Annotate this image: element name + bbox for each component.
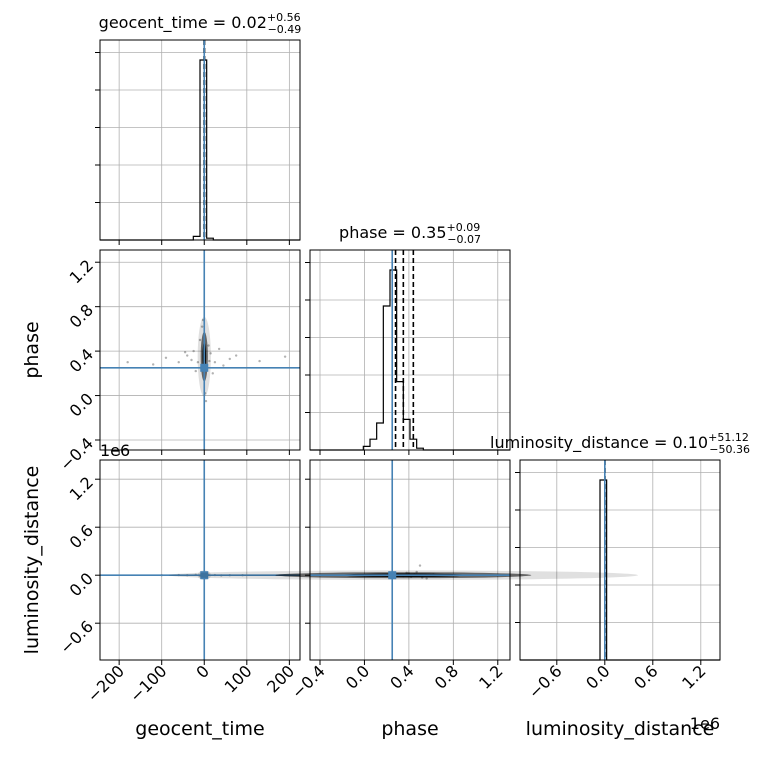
- x-tick-label: −100: [126, 661, 171, 706]
- truth-marker: [388, 571, 397, 580]
- y-axis-label-phase: phase: [21, 321, 43, 378]
- title-main: phase = 0.35: [339, 223, 446, 242]
- title-luminosity_distance: luminosity_distance = 0.10+51.12 −50.36: [490, 431, 750, 456]
- offset-label-x: 1e6: [690, 714, 720, 733]
- y-tick-label: 0.8: [66, 300, 97, 331]
- x-tick-label: 1.2: [475, 661, 506, 692]
- scatter-point: [217, 347, 221, 351]
- x-tick-label: −0.6: [525, 661, 566, 702]
- scatter-point: [204, 399, 208, 403]
- panel-frame: [309, 249, 511, 451]
- histogram-luminosity_distance: [520, 479, 720, 661]
- x-tick-label: −0.4: [288, 661, 329, 702]
- scatter-point: [222, 364, 225, 367]
- x-tick-label: 0.0: [342, 661, 373, 692]
- scatter-point: [151, 363, 155, 366]
- title-main: luminosity_distance = 0.10: [490, 433, 708, 453]
- title-main: geocent_time = 0.02: [99, 13, 267, 33]
- panel-frame: [99, 39, 301, 241]
- offset-label-y: 1e6: [100, 441, 130, 460]
- scatter-point: [207, 344, 210, 347]
- scatter-point: [228, 357, 231, 361]
- y-tick-label: −0.4: [56, 434, 97, 475]
- x-tick-label: 100: [221, 661, 256, 696]
- panel-frame: [309, 459, 511, 661]
- data-layer: [100, 40, 720, 661]
- grid-layer: [100, 40, 720, 660]
- scatter-point: [283, 355, 287, 358]
- scatter-point: [418, 564, 422, 567]
- scatter-point: [211, 372, 214, 375]
- y-tick-label: 0.0: [66, 389, 97, 420]
- scatter-point: [126, 361, 129, 364]
- histogram-geocent_time: [100, 59, 300, 241]
- panel-frame: [99, 459, 301, 661]
- title-phase: phase = 0.35+0.09 −0.07: [339, 221, 481, 246]
- x-tick-label: −200: [83, 661, 128, 706]
- scatter-point: [213, 361, 217, 364]
- y-tick-label: 0.0: [66, 569, 97, 600]
- scatter-point: [177, 361, 180, 364]
- x-tick-label: 0.8: [431, 661, 462, 692]
- frames-layer: [95, 39, 721, 665]
- y-tick-label: 1.2: [66, 473, 97, 504]
- scatter-point: [164, 356, 168, 359]
- truth-marker: [200, 363, 209, 372]
- y-tick-label: 1.2: [66, 256, 97, 287]
- title-minus: −0.07: [447, 233, 481, 246]
- y-tick-label: 0.4: [66, 345, 97, 376]
- panel-frame: [519, 459, 721, 661]
- text-layer: −0.40.00.40.81.2−200−100 0 100 200−0.60.00.…: [21, 11, 750, 740]
- scatter-point: [200, 325, 204, 328]
- y-axis-label-luminosity_distance: luminosity_distance: [21, 466, 43, 655]
- scatter-point: [183, 351, 187, 354]
- histogram-phase: [310, 269, 510, 451]
- x-axis-label-phase: phase: [381, 718, 438, 740]
- scatter-point: [194, 369, 197, 373]
- x-tick-label: 0.4: [386, 661, 417, 692]
- title-plus: +0.09: [447, 221, 481, 234]
- scatter-point: [234, 354, 238, 357]
- title-plus: +51.12: [708, 431, 749, 444]
- x-axis-label-luminosity_distance: luminosity_distance: [526, 718, 715, 740]
- scatter-point: [208, 359, 211, 363]
- x-axis-label-geocent_time: geocent_time: [135, 718, 264, 740]
- title-plus: +0.56: [267, 11, 301, 24]
- scatter-point: [190, 358, 193, 362]
- scatter-point: [198, 338, 202, 342]
- x-tick-label: 0.6: [630, 661, 661, 692]
- x-tick-label: 0.0: [582, 661, 613, 692]
- title-minus: −0.49: [268, 23, 302, 36]
- scatter-point: [192, 349, 195, 353]
- x-tick-label: 0: [192, 661, 213, 682]
- scatter-point: [186, 354, 189, 357]
- truth-marker: [200, 571, 209, 580]
- scatter-point: [196, 361, 200, 364]
- title-geocent_time: geocent_time = 0.02+0.56 −0.49: [99, 11, 302, 36]
- scatter-point: [258, 359, 261, 363]
- y-tick-label: −0.6: [56, 617, 97, 658]
- x-tick-label: 1.2: [678, 661, 709, 692]
- panel-frame: [99, 249, 301, 451]
- title-minus: −50.36: [709, 443, 750, 456]
- y-tick-label: 0.6: [66, 521, 97, 552]
- scatter-point: [209, 352, 212, 355]
